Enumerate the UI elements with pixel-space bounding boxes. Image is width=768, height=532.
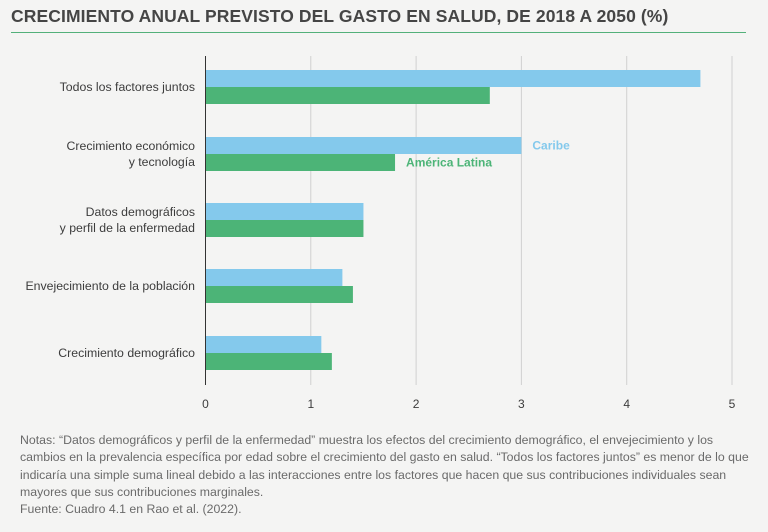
x-tick-label: 5: [729, 397, 736, 411]
bar-america-latina: [205, 286, 353, 303]
bar-caribe: [205, 70, 701, 87]
notes-paragraph: Notas: “Datos demográficos y perfil de l…: [20, 432, 755, 501]
notes-block: Notas: “Datos demográficos y perfil de l…: [20, 432, 755, 518]
bar-caribe: [205, 203, 364, 220]
notes-label: Notas:: [20, 433, 56, 447]
bar-caribe: [205, 336, 322, 353]
bar-america-latina: [205, 154, 396, 171]
x-tick-label: 0: [202, 397, 209, 411]
x-tick-label: 3: [518, 397, 525, 411]
category-label: y tecnología: [129, 155, 195, 169]
source-label: Fuente:: [20, 502, 62, 517]
bars: [205, 70, 701, 370]
bar-caribe: [205, 137, 522, 154]
bar-chart: Todos los factores juntos Crecimiento eco…: [25, 56, 736, 411]
legend-america-latina: América Latina: [406, 156, 492, 170]
legend: Caribe América Latina: [406, 139, 570, 170]
x-tick-label: 1: [307, 397, 314, 411]
legend-caribe: Caribe: [532, 139, 570, 153]
bar-america-latina: [205, 353, 332, 370]
x-tick-label: 4: [623, 397, 630, 411]
source-paragraph: Fuente: Cuadro 4.1 en Rao et al. (2022).: [20, 501, 755, 518]
category-label: Envejecimiento de la población: [25, 279, 195, 293]
bar-caribe: [205, 269, 343, 286]
category-labels: Todos los factores juntos Crecimiento eco…: [25, 80, 195, 360]
gridlines: [310, 56, 733, 385]
x-tick-labels: 0 1 2 3 4 5: [202, 397, 736, 411]
x-tick-label: 2: [413, 397, 420, 411]
category-label: y perfil de la enfermedad: [60, 221, 196, 235]
title-divider: [11, 32, 746, 33]
source-text: Cuadro 4.1 en Rao et al. (2022).: [65, 502, 242, 517]
category-label: Crecimiento demográfico: [58, 346, 195, 360]
chart-title: CRECIMIENTO ANUAL PREVISTO DEL GASTO EN …: [11, 6, 669, 26]
bar-america-latina: [205, 220, 364, 237]
category-label: Todos los factores juntos: [60, 80, 195, 94]
bar-america-latina: [205, 87, 490, 104]
notes-text: “Datos demográficos y perfil de la enfer…: [20, 433, 749, 499]
category-label: Datos demográficos: [86, 205, 195, 219]
category-label: Crecimiento económico: [67, 139, 196, 153]
